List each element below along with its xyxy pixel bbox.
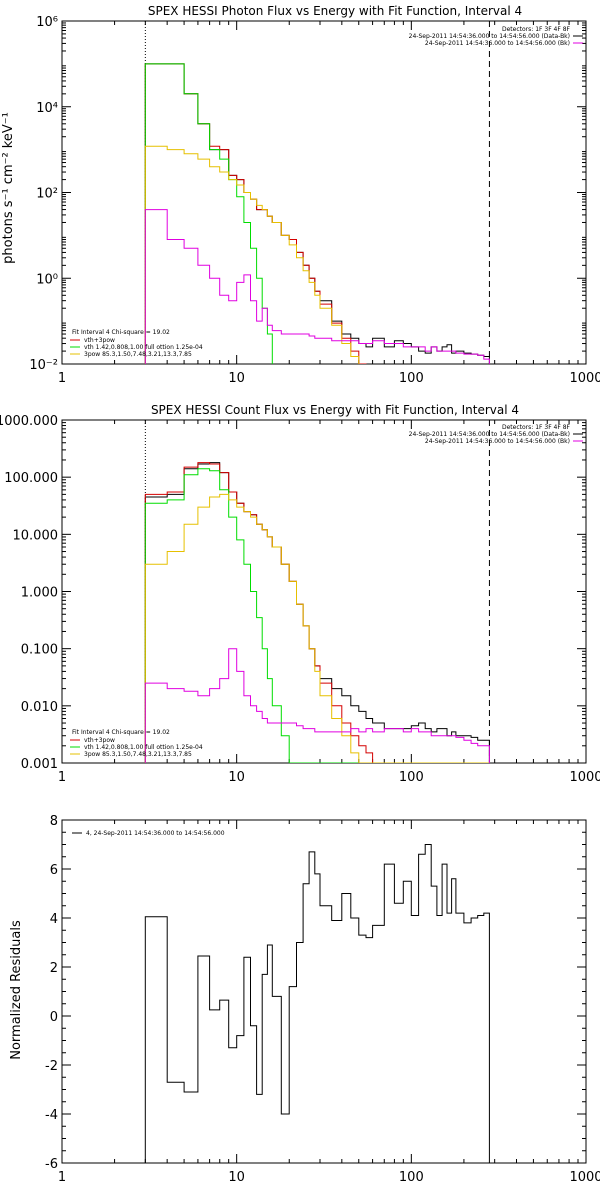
series-step-line bbox=[144, 462, 490, 763]
series-step-line bbox=[144, 63, 273, 364]
x-tick-label: 100 bbox=[399, 770, 424, 785]
series-step-line bbox=[144, 209, 490, 364]
x-tick-label: 1 bbox=[58, 1170, 66, 1185]
y-tick-label: 2 bbox=[50, 961, 58, 976]
x-tick-label: 1 bbox=[58, 371, 66, 386]
count-fit-line-3: 3pow 85.3,1.50,7.48,3.21,13.3,7.85 bbox=[70, 751, 192, 758]
resid-tick-labels: 1 10 100 1000 -6 -4 -2 0 2 4 6 8 bbox=[45, 814, 600, 1185]
series-step-line bbox=[144, 462, 490, 763]
x-tick-label: 10 bbox=[228, 770, 245, 785]
resid-plot-area bbox=[61, 819, 587, 1164]
count-legend-text-2: 24-Sep-2011 14:54:36.000 to 14:54:56.000… bbox=[425, 438, 570, 445]
series-step-line bbox=[144, 844, 490, 1163]
count-plot-area bbox=[61, 419, 587, 764]
y-tick-label: 10² bbox=[36, 187, 58, 202]
y-tick-label: 0.010 bbox=[21, 700, 58, 715]
y-tick-label: 10⁴ bbox=[36, 101, 58, 116]
y-tick-label: 8 bbox=[50, 814, 58, 829]
y-tick-label: 0.001 bbox=[21, 757, 58, 772]
series-group bbox=[144, 844, 490, 1163]
count-fit-line-1: vth+3pow bbox=[70, 737, 115, 744]
photon-plot-area bbox=[61, 20, 587, 365]
x-tick-label: 100 bbox=[399, 1170, 424, 1185]
y-tick-label: 0 bbox=[50, 1010, 58, 1025]
resid-legend-text: 4, 24-Sep-2011 14:54:36.000 to 14:54:56.… bbox=[86, 830, 225, 837]
photon-legend-line-2: 24-Sep-2011 14:54:36.000 to 14:54:56.000… bbox=[425, 40, 583, 47]
photon-legend-text-2: 24-Sep-2011 14:54:36.000 to 14:54:56.000… bbox=[425, 40, 570, 47]
count-legend-line-1: 24-Sep-2011 14:54:36.000 to 14:54:56.000… bbox=[409, 431, 583, 438]
photon-fit-header: Fit Interval 4 Chi-square = 19.02 bbox=[72, 329, 170, 336]
count-fit-text-2: vth 1.42,0.808,1.00 full ottion 1.25e-04 bbox=[84, 744, 203, 751]
photon-fit-text-3: 3pow 85.3,1.50,7.48,3.21,13.3,7.85 bbox=[84, 351, 192, 358]
x-tick-label: 10 bbox=[228, 371, 245, 386]
y-tick-label: 1000.000 bbox=[0, 414, 58, 429]
count-legend-line-2: 24-Sep-2011 14:54:36.000 to 14:54:56.000… bbox=[425, 438, 583, 445]
photon-flux-panel: SPEX HESSI Photon Flux vs Energy with Fi… bbox=[1, 4, 600, 386]
y-tick-label: 10⁻² bbox=[29, 358, 58, 373]
series-step-line bbox=[144, 468, 490, 763]
y-tick-label: 100.000 bbox=[4, 471, 58, 486]
series-step-line bbox=[144, 493, 490, 763]
y-tick-label: 10⁰ bbox=[36, 272, 58, 287]
resid-y-axis-label: Normalized Residuals bbox=[9, 920, 24, 1060]
photon-tick-labels: 1 10 100 1000 10⁻² 10⁰ 10² 10⁴ 10⁶ bbox=[29, 15, 600, 386]
y-tick-label: -2 bbox=[45, 1059, 58, 1074]
series-group bbox=[144, 63, 490, 364]
photon-y-axis-label: photons s⁻¹ cm⁻² keV⁻¹ bbox=[1, 112, 16, 264]
photon-fit-text-2: vth 1.42,0.808,1.00 full ottion 1.25e-04 bbox=[84, 344, 203, 351]
y-tick-label: 0.100 bbox=[21, 643, 58, 658]
plot-frame bbox=[61, 419, 587, 764]
y-tick-label: -4 bbox=[45, 1108, 58, 1123]
photon-fit-line-3: 3pow 85.3,1.50,7.48,3.21,13.3,7.85 bbox=[70, 351, 192, 358]
y-tick-label: 1.000 bbox=[21, 586, 58, 601]
photon-legend-text-1: 24-Sep-2011 14:54:36.000 to 14:54:56.000… bbox=[409, 33, 570, 40]
count-fit-text-3: 3pow 85.3,1.50,7.48,3.21,13.3,7.85 bbox=[84, 751, 192, 758]
series-group bbox=[144, 462, 490, 763]
count-legend-header: Detectors: 1F 3F 4F 8F bbox=[502, 424, 571, 431]
y-tick-label: 6 bbox=[50, 863, 58, 878]
photon-panel-title: SPEX HESSI Photon Flux vs Energy with Fi… bbox=[148, 4, 522, 18]
residuals-panel: Normalized Residuals 1 10 100 1000 -6 -4 -2 0 2 4… bbox=[9, 814, 600, 1185]
photon-legend-header: Detectors: 1F 3F 4F 8F bbox=[502, 26, 571, 33]
count-flux-panel: SPEX HESSI Count Flux vs Energy with Fit… bbox=[0, 403, 600, 785]
x-tick-label: 1 bbox=[58, 770, 66, 785]
count-panel-title: SPEX HESSI Count Flux vs Energy with Fit… bbox=[151, 403, 519, 417]
count-fit-text-1: vth+3pow bbox=[84, 737, 115, 744]
count-fit-header: Fit Interval 4 Chi-square = 19.02 bbox=[72, 729, 170, 736]
x-tick-label: 10 bbox=[228, 1170, 245, 1185]
count-fit-line-2: vth 1.42,0.808,1.00 full ottion 1.25e-04 bbox=[70, 744, 203, 751]
count-tick-labels: 1 10 100 1000 0.001 0.010 0.100 1.000 10.000 100.… bbox=[0, 414, 600, 785]
series-step-line bbox=[144, 63, 367, 364]
plot-frame bbox=[61, 20, 587, 365]
y-tick-label: 4 bbox=[50, 912, 58, 927]
x-tick-label: 100 bbox=[399, 371, 424, 386]
count-legend-text-1: 24-Sep-2011 14:54:36.000 to 14:54:56.000… bbox=[409, 431, 570, 438]
series-step-line bbox=[144, 145, 360, 364]
series-step-line bbox=[144, 648, 490, 763]
x-tick-label: 1000 bbox=[569, 1170, 600, 1185]
plot-frame bbox=[61, 819, 587, 1164]
x-tick-label: 1000 bbox=[569, 371, 600, 386]
y-tick-label: -6 bbox=[45, 1157, 58, 1172]
y-tick-label: 10⁶ bbox=[36, 15, 58, 30]
x-tick-label: 1000 bbox=[569, 770, 600, 785]
photon-fit-line-1: vth+3pow bbox=[70, 337, 115, 344]
photon-fit-text-1: vth+3pow bbox=[84, 337, 115, 344]
photon-fit-line-2: vth 1.42,0.808,1.00 full ottion 1.25e-04 bbox=[70, 344, 203, 351]
y-tick-label: 10.000 bbox=[13, 528, 59, 543]
photon-legend-line-1: 24-Sep-2011 14:54:36.000 to 14:54:56.000… bbox=[409, 33, 583, 40]
series-step-line bbox=[144, 63, 490, 364]
